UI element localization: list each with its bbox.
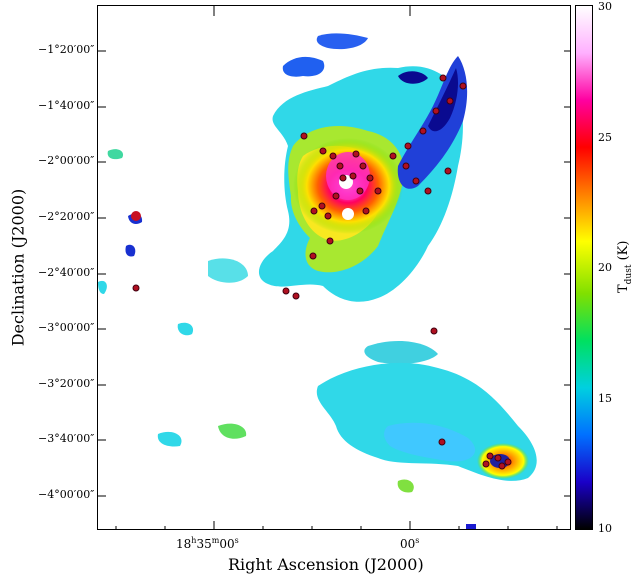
colorbar-tick-label: 30 [598, 0, 612, 13]
y-axis-title: Declination (J2000) [8, 188, 28, 347]
colorbar-tick-label: 25 [598, 131, 612, 144]
ra-minutes: 35 [196, 537, 212, 551]
colorbar-symbol: T [616, 284, 632, 294]
ra-seconds: 00 [219, 537, 235, 551]
dust-temperature-image [98, 6, 570, 529]
x-axis-title: Right Ascension (J2000) [228, 555, 424, 574]
colorbar [575, 5, 593, 530]
dec-tick-label: −3°40′00″ [38, 432, 95, 445]
dec-tick-label: −3°00′00″ [38, 321, 95, 334]
dec-tick-label: −1°20′00″ [38, 43, 95, 56]
dec-tick-label: −2°40′00″ [38, 266, 95, 279]
ra-seconds: 00 [400, 537, 416, 551]
ra-hours: 18 [176, 537, 192, 551]
colorbar-units: (K) [616, 240, 632, 261]
colorbar-tick-label: 15 [598, 392, 612, 405]
colorbar-tick-label: 20 [598, 261, 612, 274]
dec-tick-label: −4°00′00″ [38, 488, 95, 501]
ra-tick-label-right: 00s [400, 536, 420, 551]
colorbar-title: Tdust (K) [616, 212, 634, 322]
dec-tick-label: −1°40′00″ [38, 99, 95, 112]
dec-tick-label: −2°20′00″ [38, 210, 95, 223]
colorbar-tick-label: 10 [598, 522, 612, 535]
ra-tick-label-left: 18h35m00s [176, 536, 239, 551]
dec-tick-label: −3°20′00″ [38, 377, 95, 390]
dec-tick-label: −2°00′00″ [38, 154, 95, 167]
colorbar-subscript: dust [623, 264, 634, 285]
frame-ticks [98, 6, 570, 529]
temperature-map [97, 5, 571, 530]
source-markers [132, 74, 512, 470]
